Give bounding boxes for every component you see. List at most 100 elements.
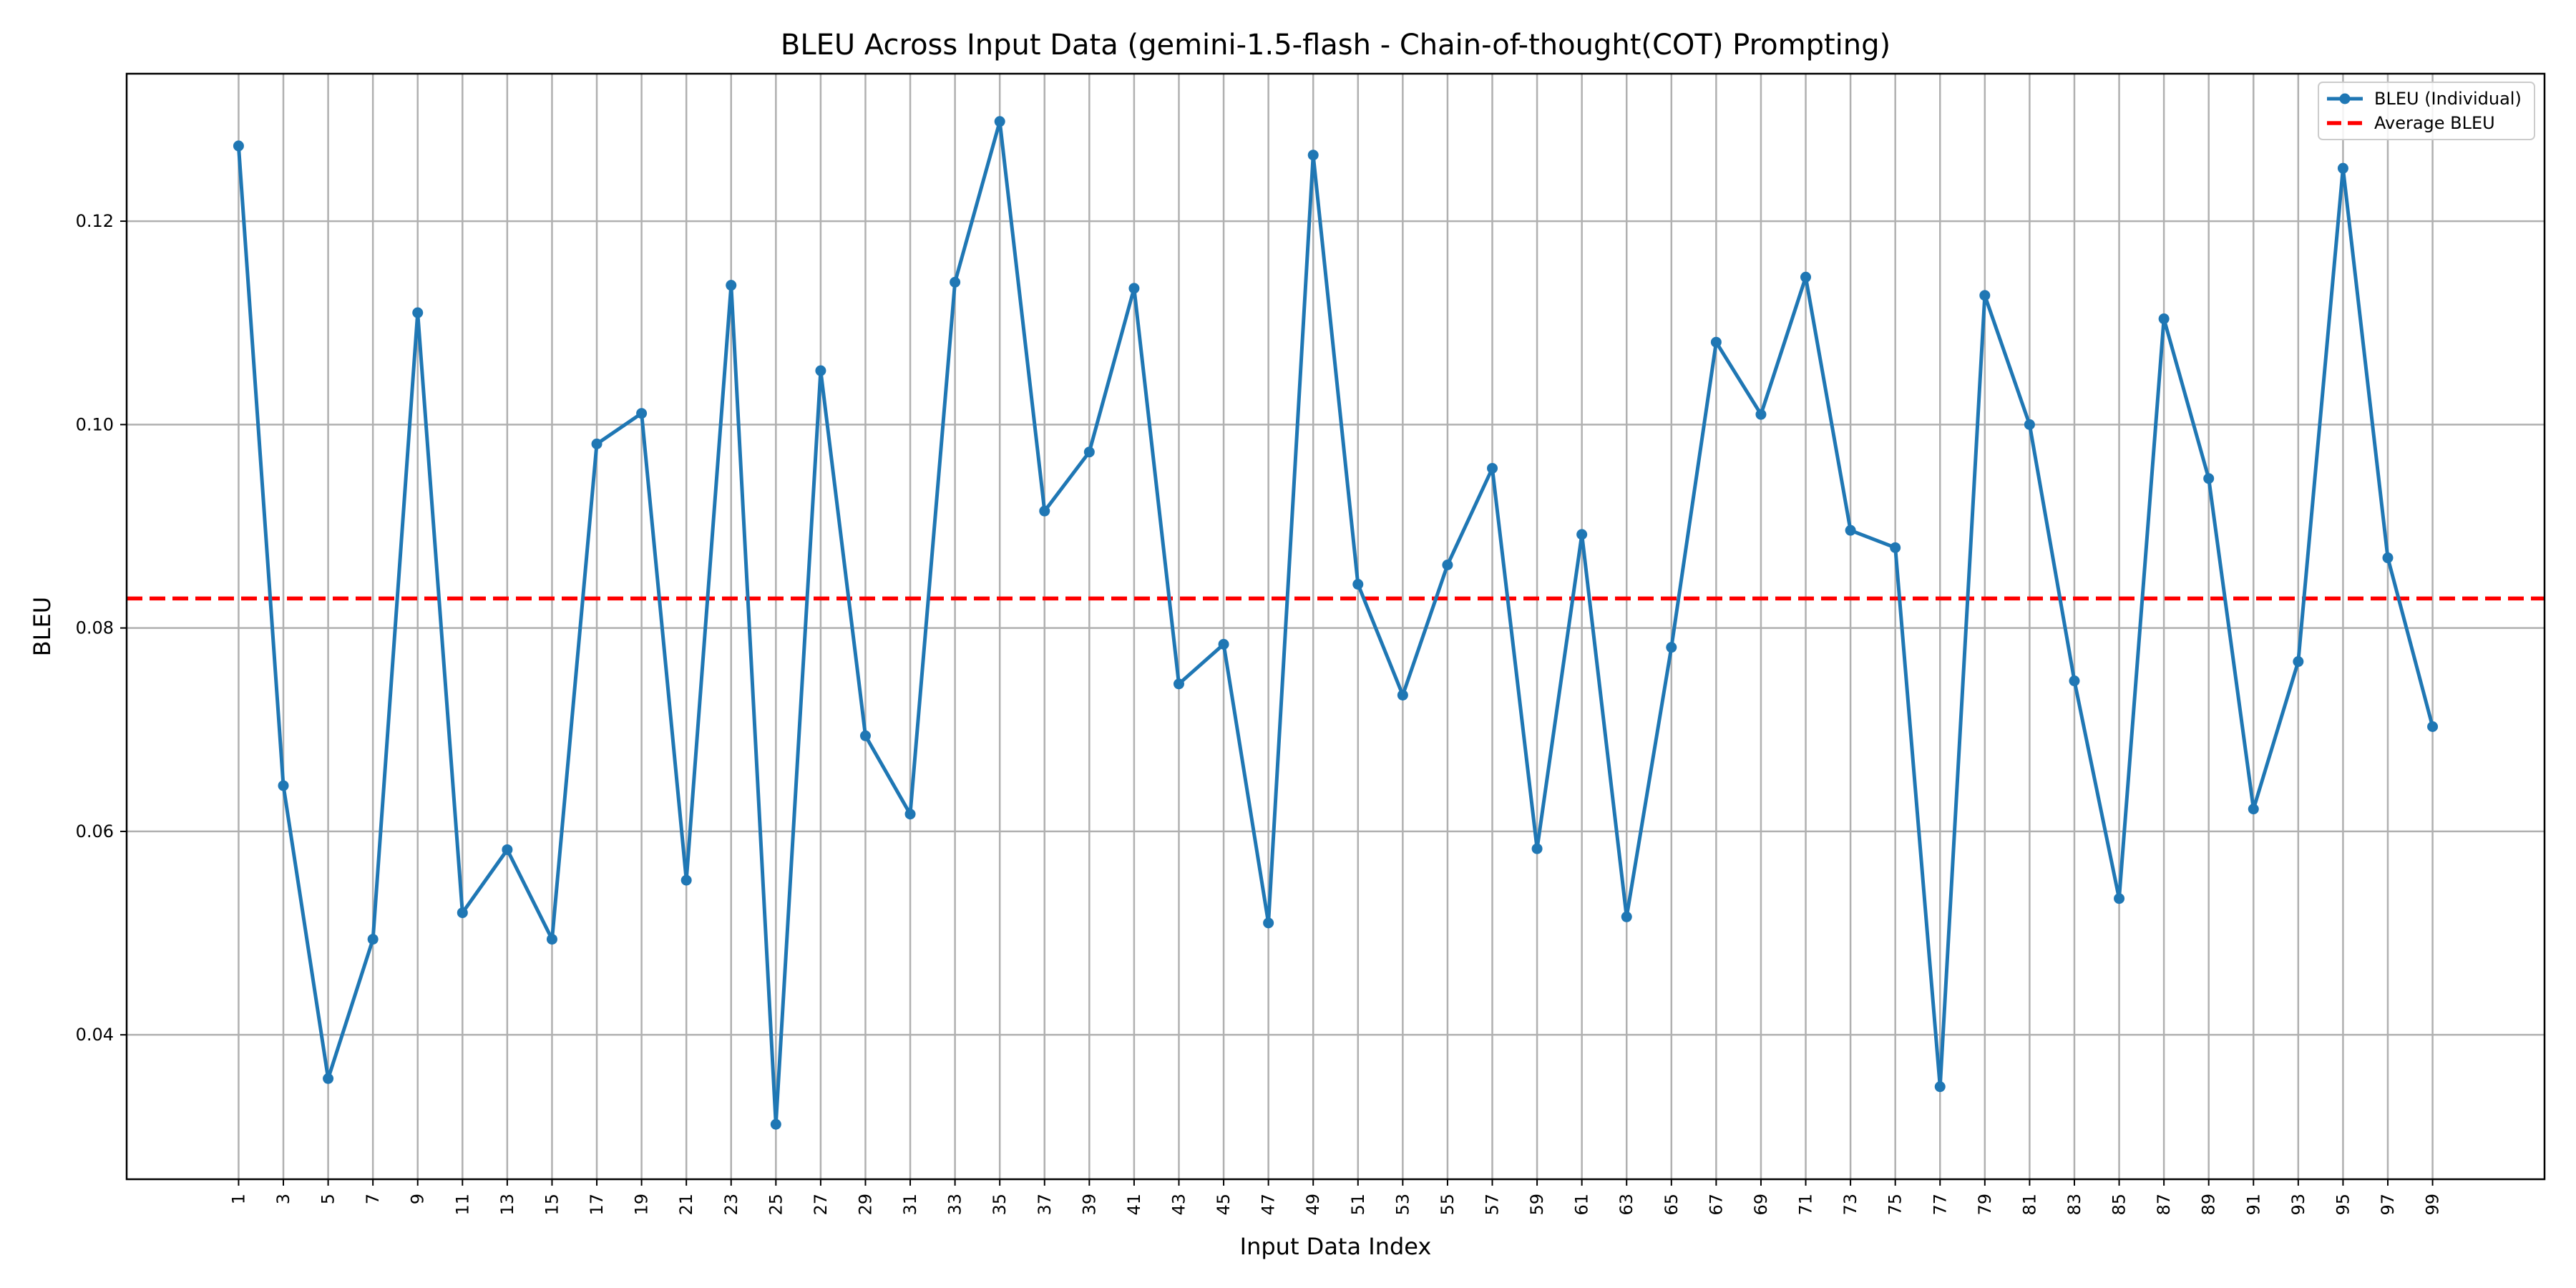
data-point	[2248, 804, 2259, 815]
x-tick-label: 99	[2423, 1194, 2443, 1216]
data-point	[994, 116, 1005, 127]
data-point	[1128, 283, 1140, 294]
series-line	[236, 119, 2435, 1126]
data-point	[1083, 447, 1095, 458]
x-tick-label: 47	[1259, 1194, 1279, 1216]
data-point	[1934, 1081, 1946, 1093]
legend-series-label: BLEU (Individual)	[2374, 89, 2522, 109]
x-tick-label: 63	[1616, 1194, 1636, 1216]
data-point	[1755, 409, 1767, 420]
x-tick-label: 1	[228, 1194, 248, 1204]
x-tick-label: 95	[2333, 1194, 2353, 1216]
data-point	[1173, 678, 1184, 690]
legend-box	[2318, 82, 2535, 140]
x-tick-label: 49	[1303, 1194, 1323, 1216]
x-tick-label: 29	[855, 1194, 875, 1216]
x-tick-label: 71	[1796, 1194, 1816, 1216]
x-tick-label: 61	[1572, 1194, 1592, 1216]
data-point	[323, 1073, 334, 1084]
x-tick-label: 7	[363, 1194, 383, 1204]
x-tick-label: 37	[1035, 1194, 1055, 1216]
x-axis-label: Input Data Index	[1240, 1233, 1432, 1260]
data-point	[1039, 505, 1050, 517]
series-layer	[233, 116, 2439, 1130]
legend: BLEU (Individual) Average BLEU	[2318, 82, 2535, 140]
x-tick-label: 65	[1662, 1194, 1682, 1216]
x-tick-label: 93	[2288, 1194, 2308, 1216]
data-point	[2337, 162, 2348, 174]
data-point	[1979, 290, 1991, 301]
data-point	[1531, 843, 1543, 854]
data-point	[1218, 638, 1229, 650]
x-tick-label: 69	[1751, 1194, 1771, 1216]
x-tick-label: 41	[1124, 1194, 1144, 1216]
y-tick-label: 0.10	[76, 414, 114, 434]
x-tick-label: 55	[1438, 1194, 1458, 1216]
data-point	[591, 438, 602, 449]
data-point	[278, 780, 289, 791]
chart-title: BLEU Across Input Data (gemini-1.5-flash…	[781, 29, 1890, 62]
x-tick-label: 97	[2378, 1194, 2398, 1216]
data-point	[233, 140, 244, 152]
data-point	[2293, 656, 2304, 668]
x-tick-label: 43	[1169, 1194, 1189, 1216]
data-point	[1487, 462, 1498, 474]
x-tick-label: 87	[2154, 1194, 2174, 1216]
grid-lines	[127, 74, 2545, 1179]
data-point	[2203, 473, 2215, 484]
x-tick-label: 91	[2243, 1194, 2263, 1216]
x-tick-label: 5	[318, 1194, 338, 1204]
x-tick-label: 79	[1975, 1194, 1995, 1216]
data-point	[367, 934, 379, 945]
data-point	[770, 1118, 781, 1130]
x-tick-label: 9	[408, 1194, 428, 1204]
data-point	[1397, 689, 1408, 701]
y-tick-label: 0.08	[76, 618, 114, 638]
data-point	[1666, 642, 1677, 653]
x-tick-label: 75	[1885, 1194, 1906, 1216]
data-point	[2382, 552, 2394, 564]
legend-average-label: Average BLEU	[2374, 113, 2495, 133]
x-tick-label: 39	[1079, 1194, 1099, 1216]
legend-series-marker	[2339, 93, 2351, 104]
x-tick-label: 83	[2064, 1194, 2084, 1216]
data-point	[2024, 419, 2035, 430]
x-tick-label: 27	[811, 1194, 831, 1216]
x-tick-label: 17	[587, 1194, 607, 1216]
data-point	[950, 276, 961, 288]
data-point	[1890, 542, 1901, 553]
data-point	[1621, 911, 1632, 922]
data-point	[546, 934, 557, 945]
plot-frame	[125, 72, 2546, 1181]
x-ticks: 1 3 5 7 9 11 13 15 17 19 21 23 25 27 29 31 33 35 37 39 41 43 4…	[228, 1179, 2443, 1216]
data-point	[2427, 721, 2439, 733]
x-tick-label: 67	[1706, 1194, 1726, 1216]
data-point	[1800, 271, 1812, 283]
x-tick-label: 3	[273, 1194, 293, 1204]
x-tick-label: 35	[990, 1194, 1010, 1216]
x-tick-label: 15	[542, 1194, 562, 1216]
y-tick-label: 0.12	[76, 211, 114, 231]
data-point	[815, 365, 826, 376]
data-point	[412, 307, 424, 318]
data-point	[726, 280, 737, 291]
x-tick-label: 31	[900, 1194, 920, 1216]
x-tick-label: 51	[1348, 1194, 1368, 1216]
x-tick-label: 33	[945, 1194, 965, 1216]
x-tick-label: 57	[1483, 1194, 1503, 1216]
data-point	[904, 809, 916, 820]
data-point	[859, 730, 871, 741]
y-axis-label: BLEU	[29, 597, 56, 656]
data-point	[1576, 529, 1588, 540]
data-point	[1263, 917, 1274, 929]
x-tick-label: 13	[497, 1194, 517, 1216]
data-point	[502, 844, 513, 855]
data-point	[680, 874, 692, 886]
data-point	[1352, 579, 1364, 590]
data-point	[1442, 560, 1453, 571]
data-point	[1845, 525, 1856, 536]
data-point	[636, 408, 648, 419]
data-point	[457, 907, 468, 919]
data-point	[2114, 893, 2125, 904]
